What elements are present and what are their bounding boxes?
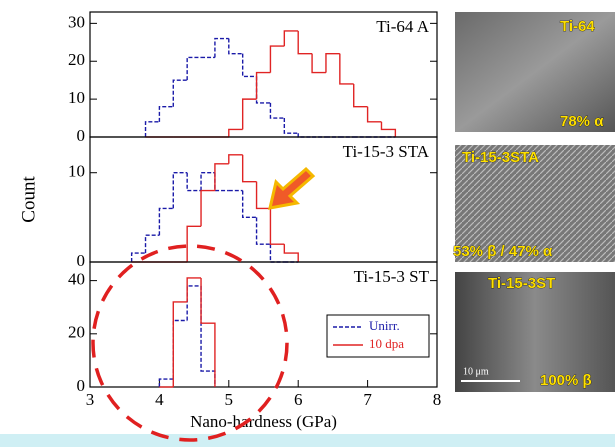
legend-label: Unirr. [369,318,400,333]
micrograph-caption: 78% α [560,113,604,130]
x-tick-label: 4 [155,390,164,409]
histogram-step [243,99,257,129]
micrographs: Ti-64 78% α Ti-15-3STA 53% β / 47% α Ti-… [453,12,615,392]
micrograph-label: Ti-64 [560,18,595,35]
histogram-step [243,155,257,182]
x-axis-label: Nano-hardness (GPa) [190,412,337,431]
histogram-step [340,54,354,84]
histogram-step [270,46,284,73]
histogram-step [187,173,201,191]
micrograph-label: Ti-15-3ST [488,275,555,292]
x-tick-label: 6 [294,390,303,409]
histogram-step [270,244,284,262]
histogram-step [243,191,257,218]
figure: Ti-64 78% α Ti-15-3STA 53% β / 47% α Ti-… [0,0,615,447]
y-tick-label: 10 [68,162,85,181]
legend-label: 10 dpa [369,336,404,351]
x-tick-label: 5 [225,390,234,409]
x-tick-label: 7 [363,390,372,409]
histogram-step [326,54,340,73]
highlight-circle [93,246,287,440]
histogram-step [312,54,326,73]
micrograph-caption: 53% β / 47% α [453,243,553,260]
micrograph-caption: 100% β [540,372,592,389]
histogram-step [215,39,229,58]
x-tick-label: 8 [433,390,442,409]
histogram-step [159,379,173,387]
histogram-step [368,107,382,122]
y-tick-label: 0 [77,376,86,395]
histogram-step [229,155,243,164]
histogram-step [243,54,257,77]
histogram-step [159,208,173,235]
scale-label: 10 μm [463,366,489,377]
histogram-step [146,122,160,137]
y-tick-label: 20 [68,50,85,69]
y-axis-label: Count [18,176,39,223]
footer-strip [0,434,615,447]
y-tick-label: 30 [68,12,85,31]
y-tick-label: 40 [68,270,85,289]
histogram-step [257,73,271,100]
histogram-step [173,80,187,107]
y-tick-label: 20 [68,323,85,342]
panel-title: Ti-15-3 ST [354,267,430,286]
histogram-step [270,208,284,244]
arrow [270,169,313,208]
histogram-step [229,129,243,137]
histogram-step [201,173,215,191]
histogram-step [201,191,215,227]
histogram-step [354,84,368,107]
histogram-step [284,31,298,46]
y-tick-label: 0 [77,251,86,270]
panel-title: Ti-15-3 STA [343,142,430,161]
histogram-step [187,286,201,321]
histogram-step [215,164,229,191]
histogram-step [284,118,298,133]
histogram-step [257,182,271,209]
x-tick-label: 3 [86,390,95,409]
micrograph-label: Ti-15-3STA [462,149,539,166]
histogram-step [229,39,243,54]
histogram-step [381,122,395,137]
histogram-step [187,57,201,80]
histogram-step [284,244,298,262]
histogram-step [215,173,229,191]
panel-title: Ti-64 A [376,17,429,36]
page: Ti-64 78% α Ti-15-3STA 53% β / 47% α Ti-… [0,0,615,447]
y-tick-label: 10 [68,88,85,107]
histogram-step [270,103,284,118]
histogram-step [298,31,312,54]
histogram-step [257,76,271,103]
histogram-step [257,217,271,244]
histogram-step [187,226,201,262]
histogram-step [173,321,187,380]
histogram-step [187,278,201,302]
histogram-step [201,286,215,387]
histogram-step [173,302,187,387]
histogram-step [159,107,173,122]
histogram-step [173,173,187,209]
y-tick-label: 0 [77,126,86,145]
